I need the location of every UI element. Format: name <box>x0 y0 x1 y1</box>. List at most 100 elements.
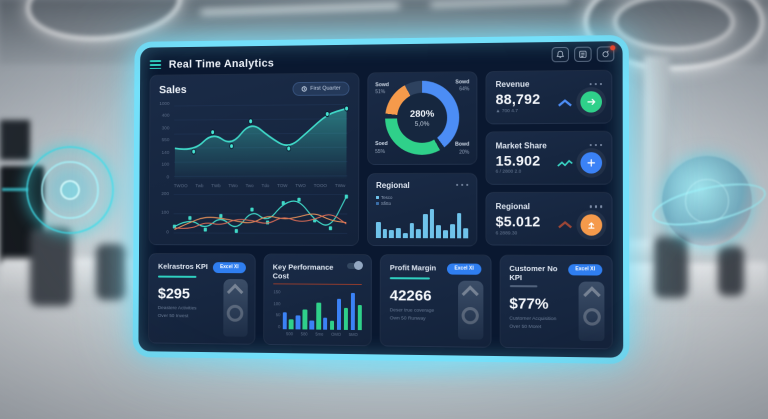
market-share-title: Market Share <box>495 140 547 151</box>
kpc-y-axis: 150 100 50 0 <box>273 289 281 330</box>
donut-chart: 280% 5,0% <box>385 80 460 156</box>
legend-item: Tesco <box>376 195 392 200</box>
progress-underline <box>157 275 197 278</box>
kpc-bar-chart <box>282 289 362 331</box>
toolbar-icons <box>551 45 616 63</box>
excel-badge[interactable]: Excel XI <box>213 261 246 273</box>
sales-card: Sales First Quarter 1000 400 300 550 140 100 0… <box>148 71 360 246</box>
toggle-switch[interactable] <box>347 262 362 269</box>
bar <box>382 228 388 238</box>
bar <box>336 298 342 330</box>
bar <box>422 214 428 238</box>
transfer-arrow-icon[interactable] <box>580 91 603 113</box>
bar <box>323 317 328 330</box>
progress-underline <box>389 276 430 279</box>
kpi-title: Kelrastros KPI <box>158 261 208 271</box>
trend-lines-plot <box>172 191 350 237</box>
hologram-shape <box>222 278 248 337</box>
bar <box>463 227 469 238</box>
quarter-filter-button[interactable]: First Quarter <box>292 81 350 96</box>
sales-title: Sales <box>159 83 187 96</box>
donut-label-blue: Sowd 64% <box>455 78 470 93</box>
bar <box>396 227 401 238</box>
kpi-card-customer: Customer No KPI Excel XI $77% Customer A… <box>499 254 613 350</box>
clock-icon <box>301 85 307 91</box>
kpi-card-kelrastros: Kelrastros KPI Excel XI $295 Deastere Ac… <box>148 252 256 345</box>
bar <box>302 309 308 330</box>
regional-card-header: Regional <box>376 180 469 190</box>
dashboard-main: Sales First Quarter 1000 400 300 550 140 100 0… <box>148 69 613 247</box>
donut-label-green: Soed 55% <box>375 141 388 155</box>
sales-x-axis: TWOO Twb TWb TWo Two Tdo TOW TWO TOOO TWw <box>173 182 346 188</box>
office-chair <box>718 246 744 296</box>
office-chair <box>30 228 72 306</box>
bar <box>343 307 349 330</box>
kpi-title: Customer No KPI <box>509 263 558 282</box>
chevron-up-icon <box>557 97 573 107</box>
regional-stat-subtext: 6 2889.30 <box>495 230 518 237</box>
more-options-icon[interactable] <box>589 144 603 147</box>
office-desk-right <box>610 262 768 310</box>
bar <box>449 224 455 238</box>
market-share-card: Market Share 15.902 6 / 2800 2.0 <box>485 130 613 186</box>
hologram-dial-left <box>26 146 114 234</box>
quarter-filter-label: First Quarter <box>310 85 341 92</box>
profile-button[interactable] <box>596 45 616 62</box>
office-chair <box>654 236 688 298</box>
bell-icon <box>556 50 565 59</box>
plus-icon[interactable] <box>580 152 603 175</box>
sales-area-plot <box>172 99 350 179</box>
regional-legend: Tesco Sfitto <box>375 195 392 207</box>
trend-y-axis: 200 100 0 <box>161 191 170 235</box>
bar <box>316 302 321 330</box>
page-title: Real Time Analytics <box>168 57 275 71</box>
bar <box>389 229 395 238</box>
profile-icon <box>601 49 610 58</box>
bar <box>443 229 448 238</box>
apps-button[interactable] <box>574 46 592 63</box>
donut-card: Sowd 51% Sowd 64% Soed 55% Bowd 20% 280% 5,0… <box>367 70 478 165</box>
accent-underline <box>272 282 362 286</box>
revenue-card: Revenue 88,792 ▲ 700 4.7 <box>485 69 613 125</box>
more-options-icon[interactable] <box>455 183 469 187</box>
revenue-subtext: ▲ 700 4.7 <box>495 108 519 115</box>
excel-badge[interactable]: Excel XI <box>568 263 603 276</box>
revenue-value: 88,792 <box>495 91 541 108</box>
hologram-shape <box>457 280 483 340</box>
bar <box>409 223 415 238</box>
upload-arrow-icon[interactable] <box>580 214 603 236</box>
hologram-shape <box>578 281 605 342</box>
bar <box>429 209 435 238</box>
bar <box>350 293 356 331</box>
middle-column: Sowd 51% Sowd 64% Soed 55% Bowd 20% 280% 5,0… <box>366 70 478 246</box>
chevron-up-icon <box>557 220 573 230</box>
performance-cost-chart: 150 100 50 0 <box>272 289 362 331</box>
kpi-card-profit-margin: Profit Margin Excel XI 42266 Deser true … <box>379 253 492 348</box>
excel-badge[interactable]: Excel XI <box>447 262 481 275</box>
regional-stat-card: Regional $5.012 6 2889.30 <box>485 192 613 247</box>
bar <box>309 320 314 330</box>
donut-center: 280% 5,0% <box>397 92 448 143</box>
more-options-icon[interactable] <box>589 82 602 86</box>
kpi-title: Profit Margin <box>389 262 437 272</box>
bar <box>289 319 294 330</box>
more-options-icon[interactable] <box>589 205 603 208</box>
regional-stat-title: Regional <box>495 202 530 212</box>
bar <box>357 304 362 331</box>
donut-label-muted: Bowd 20% <box>455 141 470 156</box>
sales-y-axis: 1000 400 300 550 140 100 0 <box>159 101 170 180</box>
bar <box>416 228 421 238</box>
bar <box>402 233 408 238</box>
stats-column: Revenue 88,792 ▲ 700 4.7 Market Shar <box>485 69 613 247</box>
donut-label-orange: Sowd 51% <box>375 81 390 96</box>
notifications-button[interactable] <box>551 46 570 63</box>
bar <box>295 315 301 330</box>
revenue-title: Revenue <box>495 80 530 90</box>
bar <box>282 312 287 330</box>
grid-menu-icon <box>578 50 587 59</box>
donut-center-value: 280% <box>409 108 435 120</box>
regional-bar-chart <box>375 205 469 238</box>
bar <box>329 321 335 330</box>
hologram-tick <box>2 188 28 191</box>
menu-icon[interactable] <box>149 58 162 71</box>
